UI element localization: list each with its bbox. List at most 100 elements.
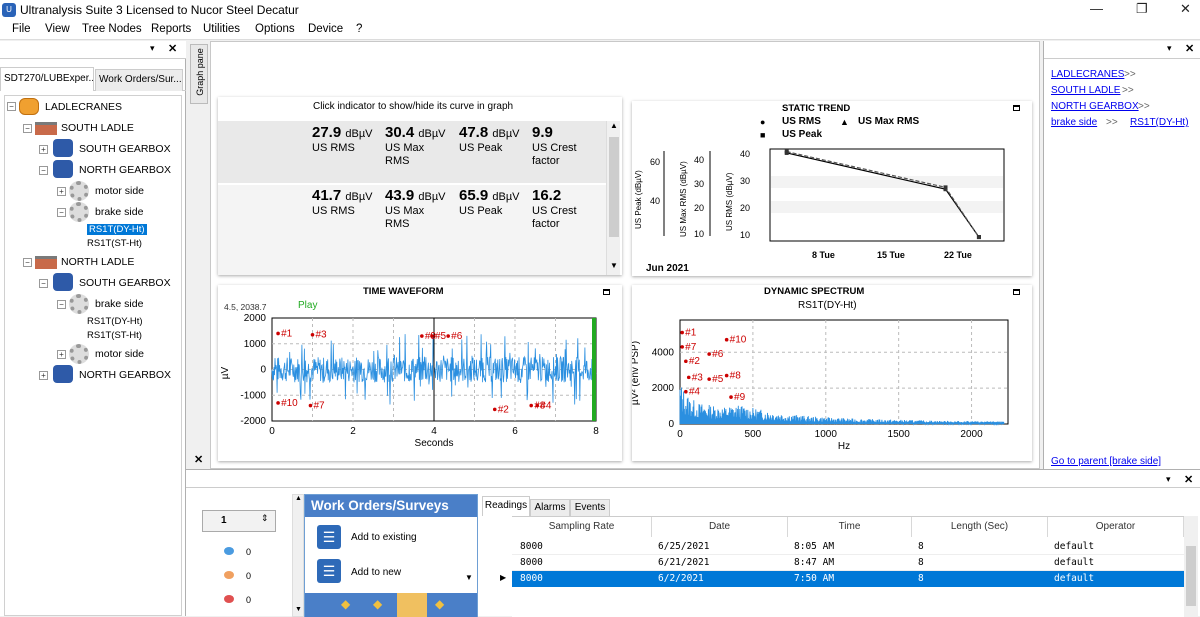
indicator-value[interactable]: 41.7 dBµV [312,187,373,204]
tree-node-ladlecranes[interactable]: LADLECRANES [45,101,123,113]
tab-device-tree[interactable]: SDT270/LUBExper... [0,67,94,91]
breadcrumb-south-ladle[interactable]: SOUTH LADLE [1051,85,1121,96]
column-header[interactable]: Sampling Rate [512,517,652,537]
tree-node-north-gearbox-2[interactable]: NORTH GEARBOX [79,369,171,381]
pane-close-icon[interactable]: ✕ [168,43,178,55]
breadcrumb-brake-side[interactable]: brake side [1051,117,1098,128]
graph-pane-tab[interactable]: Graph pane [190,44,208,104]
toolbar-icon[interactable] [397,593,427,617]
tree-node-rs1t-st-ht[interactable]: RS1T(ST-Ht) [87,238,142,249]
menu-device[interactable]: Device [308,23,344,35]
tree-node-north-ladle[interactable]: NORTH LADLE [61,256,135,268]
breadcrumb-rs1t-dy-ht[interactable]: RS1T(DY-Ht) [1130,117,1189,128]
indicator-value[interactable]: 43.9 dBµV [385,187,446,204]
column-header[interactable]: Time [788,517,912,537]
tree-node-rs1t-dy-ht-2[interactable]: RS1T(DY-Ht) [87,316,143,327]
expand-toggle[interactable]: − [57,208,66,217]
spinner-arrows-icon[interactable]: ⇕ [261,513,269,523]
waveform-marker [492,407,497,412]
graph-close-icon[interactable]: ✕ [194,454,204,466]
table-row-selected[interactable]: 8000 6/2/2021 7:50 AM 8 default [512,571,1184,587]
tree-node-south-gearbox-2[interactable]: SOUTH GEARBOX [79,277,171,289]
expand-toggle[interactable]: − [57,300,66,309]
tree-node-north-gearbox[interactable]: NORTH GEARBOX [79,164,171,176]
tree-node-south-ladle[interactable]: SOUTH LADLE [61,122,134,134]
indicator-value[interactable]: 47.8 dBµV [459,124,520,141]
tree-node-rs1t-st-ht-2[interactable]: RS1T(ST-Ht) [87,330,142,341]
scroll-up-icon[interactable]: ▲ [610,121,618,130]
marker-label: #9 [734,392,746,403]
panel-maximize-icon[interactable] [1013,105,1020,111]
page-spinner[interactable]: 1 ⇕ [202,510,276,532]
tree-node-motor-side-2[interactable]: motor side [95,348,145,360]
expand-toggle[interactable]: − [39,279,48,288]
indicator-value[interactable]: 16.2 [532,187,562,204]
tab-work-orders[interactable]: Work Orders/Sur... [95,69,183,91]
column-header[interactable]: Date [652,517,788,537]
scroll-thumb[interactable] [609,137,619,237]
legend-us-peak[interactable]: US Peak [782,129,823,140]
expand-toggle[interactable]: + [57,350,66,359]
tab-readings[interactable]: Readings [482,496,530,516]
legend-us-rms[interactable]: US RMS [782,116,821,127]
menu-reports[interactable]: Reports [151,23,192,35]
pane-menu-icon[interactable]: ▾ [1167,43,1172,53]
column-header[interactable]: Operator [1048,517,1184,537]
menu-utilities[interactable]: Utilities [203,23,241,35]
minimize-button[interactable]: — [1090,1,1103,16]
pane-close-icon[interactable]: ✕ [1185,43,1195,55]
indicator-value[interactable]: 27.9 dBµV [312,124,373,141]
indicator-value[interactable]: 30.4 dBµV [385,124,446,141]
tab-alarms[interactable]: Alarms [530,499,570,516]
tree-node-brake-side[interactable]: brake side [95,206,144,218]
menu-tree-nodes[interactable]: Tree Nodes [82,23,142,35]
menu-view[interactable]: View [45,23,70,35]
close-window-button[interactable]: ✕ [1180,1,1191,16]
expand-toggle[interactable]: − [39,166,48,175]
expand-toggle[interactable]: − [7,102,16,111]
indicator-value[interactable]: 9.9 [532,124,553,141]
tree-node-brake-side-2[interactable]: brake side [95,298,144,310]
maximize-button[interactable]: ❐ [1136,1,1148,16]
tree-node-south-gearbox[interactable]: SOUTH GEARBOX [79,143,171,155]
table-row[interactable]: 8000 6/25/2021 8:05 AM 8 default [512,539,1184,555]
expand-toggle[interactable]: + [39,371,48,380]
breadcrumb-north-gearbox[interactable]: NORTH GEARBOX [1051,101,1139,112]
scroll-down-icon[interactable]: ▼ [610,261,618,270]
grid-scrollbar[interactable] [1184,516,1198,617]
toolbar-icon[interactable]: ◆ [373,597,383,611]
pane-close-icon[interactable]: ✕ [1184,474,1194,486]
scroll-thumb[interactable] [1186,546,1196,606]
panel-maximize-icon[interactable] [603,289,610,295]
scroll-up-icon[interactable]: ▲ [295,495,302,502]
tree-node-rs1t-dy-ht-selected[interactable]: RS1T(DY-Ht) [87,224,147,235]
toolbar-icon[interactable]: ◆ [341,597,351,611]
legend-us-max-rms[interactable]: US Max RMS [858,116,920,127]
tab-events[interactable]: Events [570,499,610,516]
panel-maximize-icon[interactable] [1013,289,1020,295]
column-header[interactable]: Length (Sec) [912,517,1048,537]
expand-toggle[interactable]: + [57,187,66,196]
expand-toggle[interactable]: − [23,124,32,133]
scroll-down-icon[interactable]: ▼ [295,606,302,613]
menu-file[interactable]: File [12,23,31,35]
menu-options[interactable]: Options [255,23,295,35]
indicators-scrollbar[interactable]: ▲ ▼ [606,121,620,275]
go-to-parent-link[interactable]: Go to parent [brake side] [1051,456,1162,467]
play-button[interactable]: Play [298,300,318,311]
collapse-icon[interactable]: ▼ [465,573,473,582]
add-to-new-button[interactable]: Add to new [351,567,402,578]
tree-node-motor-side[interactable]: motor side [95,185,145,197]
breadcrumb-ladlecranes[interactable]: LADLECRANES [1051,69,1125,80]
left-scrollbar[interactable]: ▲ ▼ [292,494,304,617]
pane-menu-icon[interactable]: ▾ [1166,474,1171,484]
toolbar-icon[interactable]: ◆ [435,597,445,611]
table-row[interactable]: 8000 6/21/2021 8:47 AM 8 default [512,555,1184,571]
indicator-value[interactable]: 65.9 dBµV [459,187,520,204]
marker-label: #3 [316,330,328,341]
pane-menu-icon[interactable]: ▾ [150,43,155,53]
expand-toggle[interactable]: − [23,258,32,267]
add-to-existing-button[interactable]: Add to existing [351,532,417,543]
expand-toggle[interactable]: + [39,145,48,154]
menu-help[interactable]: ? [356,23,363,35]
